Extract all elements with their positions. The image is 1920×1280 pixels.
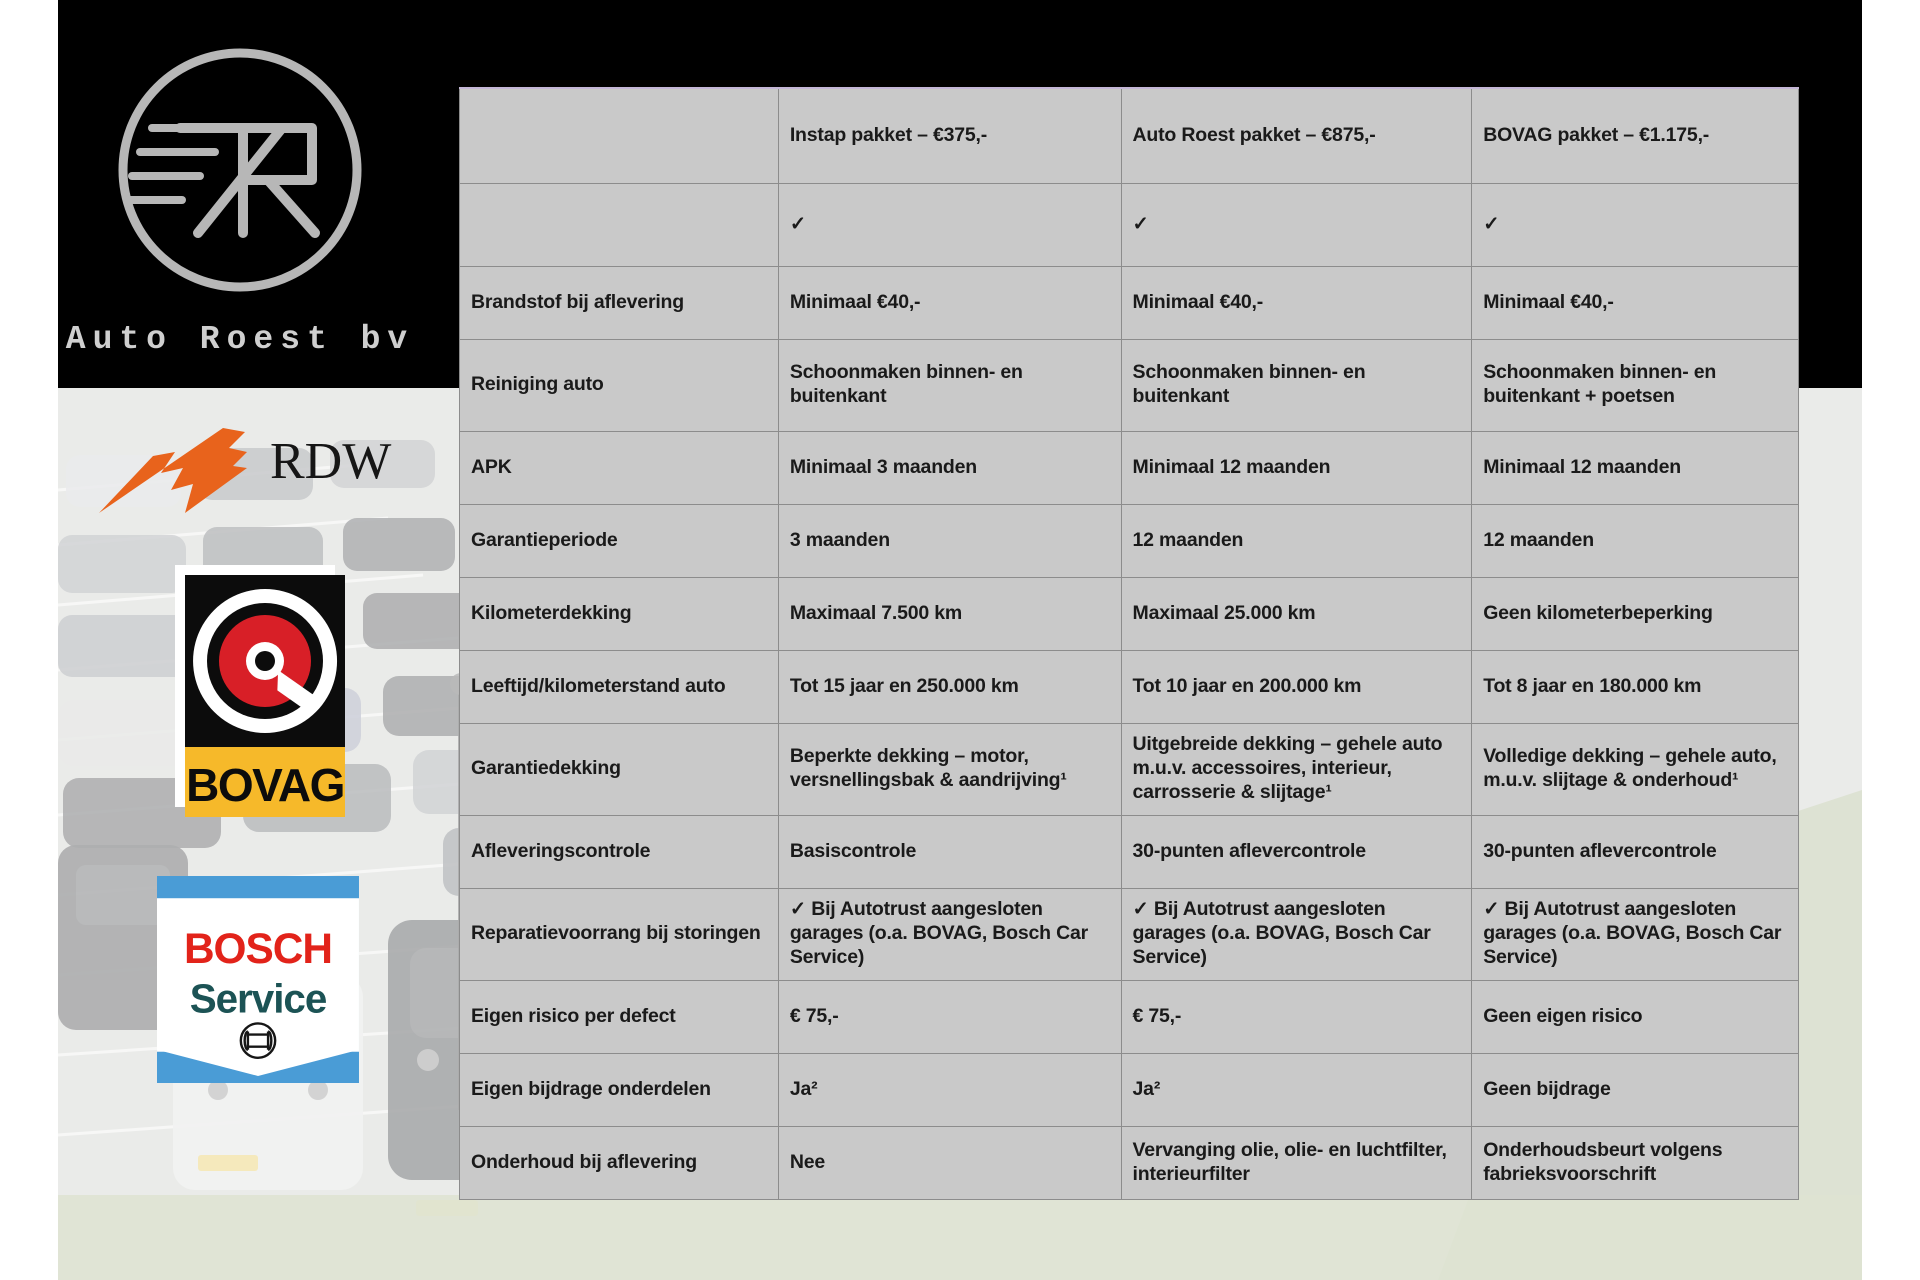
- svg-text:BOSCH: BOSCH: [184, 925, 332, 972]
- svg-text:Service: Service: [190, 975, 327, 1021]
- svg-text:BOVAG: BOVAG: [186, 759, 344, 811]
